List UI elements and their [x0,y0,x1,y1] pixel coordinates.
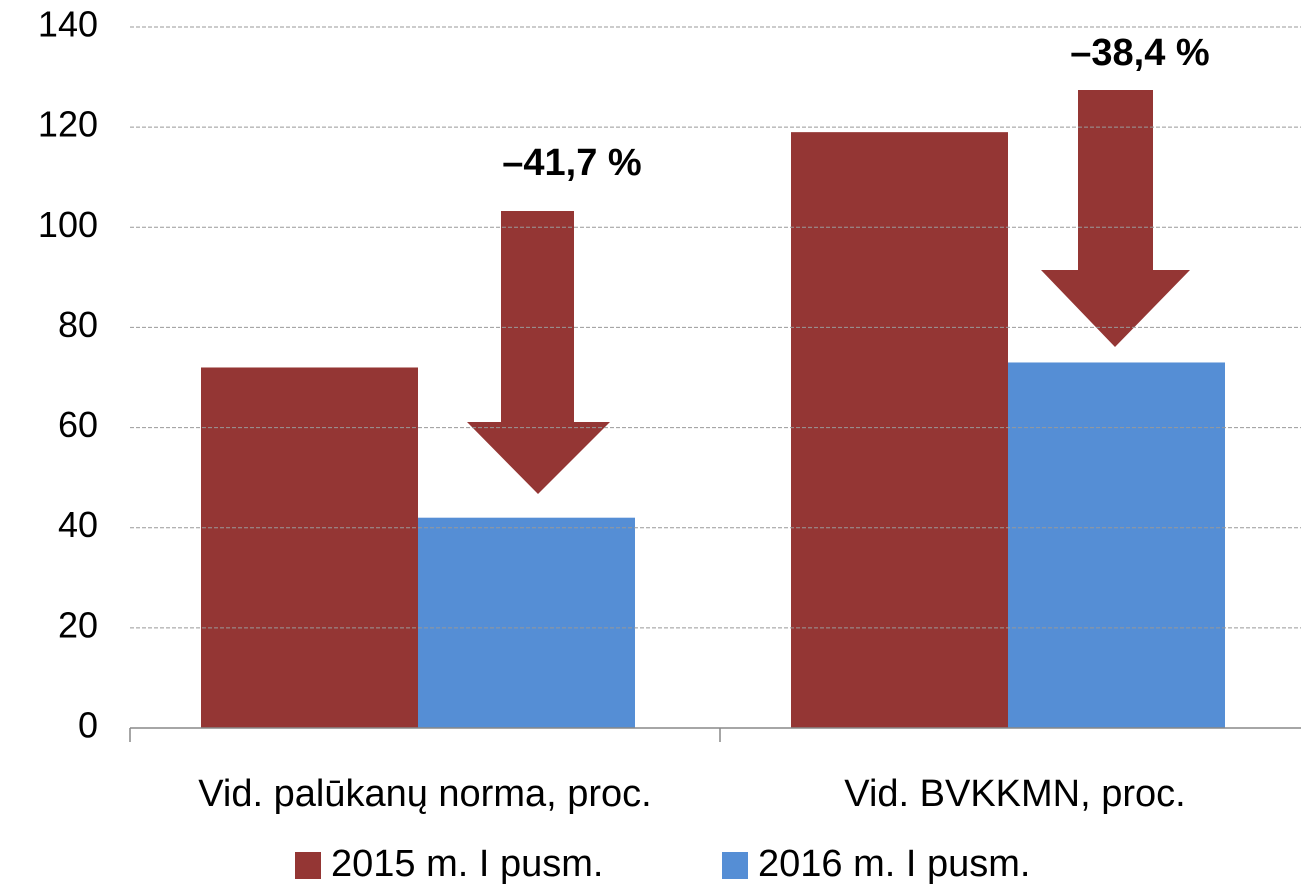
legend-label: 2015 m. I pusm. [331,843,603,885]
legend-label: 2016 m. I pusm. [758,843,1030,885]
y-tick-label: 60 [58,404,98,445]
bar [201,367,418,728]
bar [791,132,1008,728]
y-tick-label: 20 [58,604,98,645]
y-tick-label: 80 [58,304,98,345]
y-tick-label: 0 [78,705,98,746]
annotation: –41,7 % [502,142,641,184]
legend-swatch [295,852,321,879]
y-tick-label: 40 [58,504,98,545]
y-tick-label: 140 [38,4,98,45]
bar [418,517,635,728]
legend-swatch [722,852,748,879]
y-tick-label: 100 [38,204,98,245]
decrease-arrow [1041,90,1190,347]
y-tick-label: 120 [38,104,98,145]
x-tick-label: Vid. palūkanų norma, proc. [198,773,651,815]
annotation: –38,4 % [1070,32,1209,74]
x-tick-label: Vid. BVKKMN, proc. [844,773,1185,815]
decrease-arrow [467,211,610,494]
bar [1008,362,1225,728]
